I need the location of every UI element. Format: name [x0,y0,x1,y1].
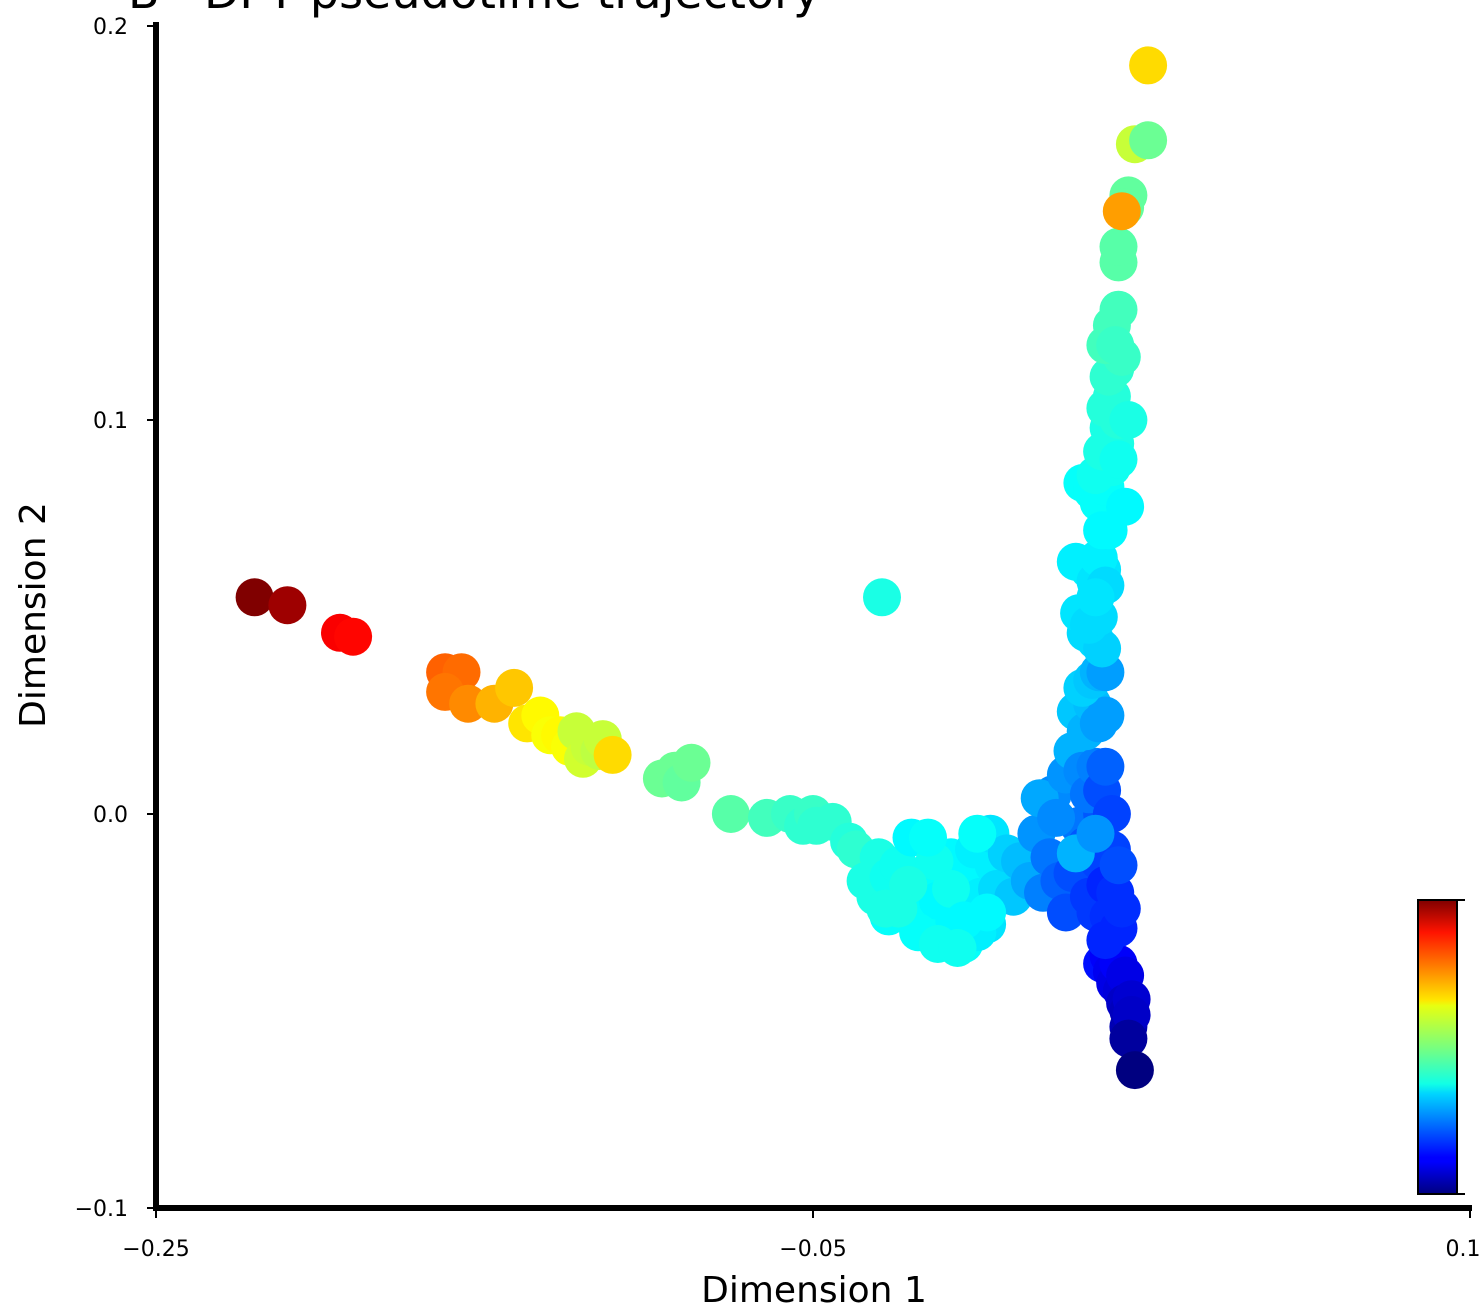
scatter-point-1 [268,586,307,625]
scatter-point-135 [1099,227,1138,266]
scatter-points [235,46,1168,1090]
scatter-point-170 [1115,1051,1154,1090]
scatter-point-145 [958,814,997,853]
scatter-point-143 [1099,440,1138,479]
scatter-point-133 [1096,326,1135,365]
chart-title: DPT pseudotime trajectory [204,0,820,19]
y-axis-label: Dimension 2 [13,502,54,728]
scatter-point-156 [1076,814,1115,853]
scatter-point-138 [1102,192,1141,231]
y-tick-label: 0.1 [93,409,128,434]
x-tick-label: −0.05 [779,1237,846,1262]
scatter-point-149 [866,889,905,928]
scatter-point-141 [1129,46,1168,85]
scatter-point-132 [1099,290,1138,329]
scatter-point-89 [1086,747,1125,786]
x-tick-label: −0.25 [122,1237,189,1262]
scatter-point-24 [672,743,711,782]
scatter-point-34 [863,578,901,617]
colorbar-gradient [1417,899,1458,1195]
scatter-point-173 [1102,889,1141,928]
scatter-point-152 [938,929,977,967]
y-tick-label: −0.1 [75,1197,128,1222]
scatter-point-144 [1106,487,1145,526]
y-tick-label: 0.0 [93,803,128,828]
scatter-point-140 [1129,121,1168,160]
y-tick-label: 0.2 [93,15,128,40]
scatter-point-25 [711,795,750,833]
scatter-point-95 [1086,696,1125,735]
scatter-point-20 [593,735,632,774]
chart-title-panel-letter: B [128,0,160,19]
scatter-point-112 [1076,578,1115,617]
scatter-point-154 [909,818,947,857]
scatter-point-3 [334,617,373,656]
scatter-point-153 [968,893,1007,932]
scatter-point-174 [1099,846,1138,885]
scatter-point-82 [1037,798,1076,837]
x-axis-ticks: −0.25 −0.05 0.15 [122,1208,1481,1262]
x-tick-label: 0.15 [1446,1237,1481,1262]
scatter-point-146 [932,869,970,908]
scatter-point-7 [449,684,488,723]
x-axis-label: Dimension 1 [701,1270,927,1311]
colorbar [1417,899,1465,1195]
scatter-point-9 [495,668,534,707]
scatter-point-169 [1109,1019,1148,1058]
scatter-point-0 [235,578,274,617]
y-axis-ticks: −0.1 0.0 0.1 0.2 [75,15,156,1222]
scatter-point-142 [1109,401,1148,439]
